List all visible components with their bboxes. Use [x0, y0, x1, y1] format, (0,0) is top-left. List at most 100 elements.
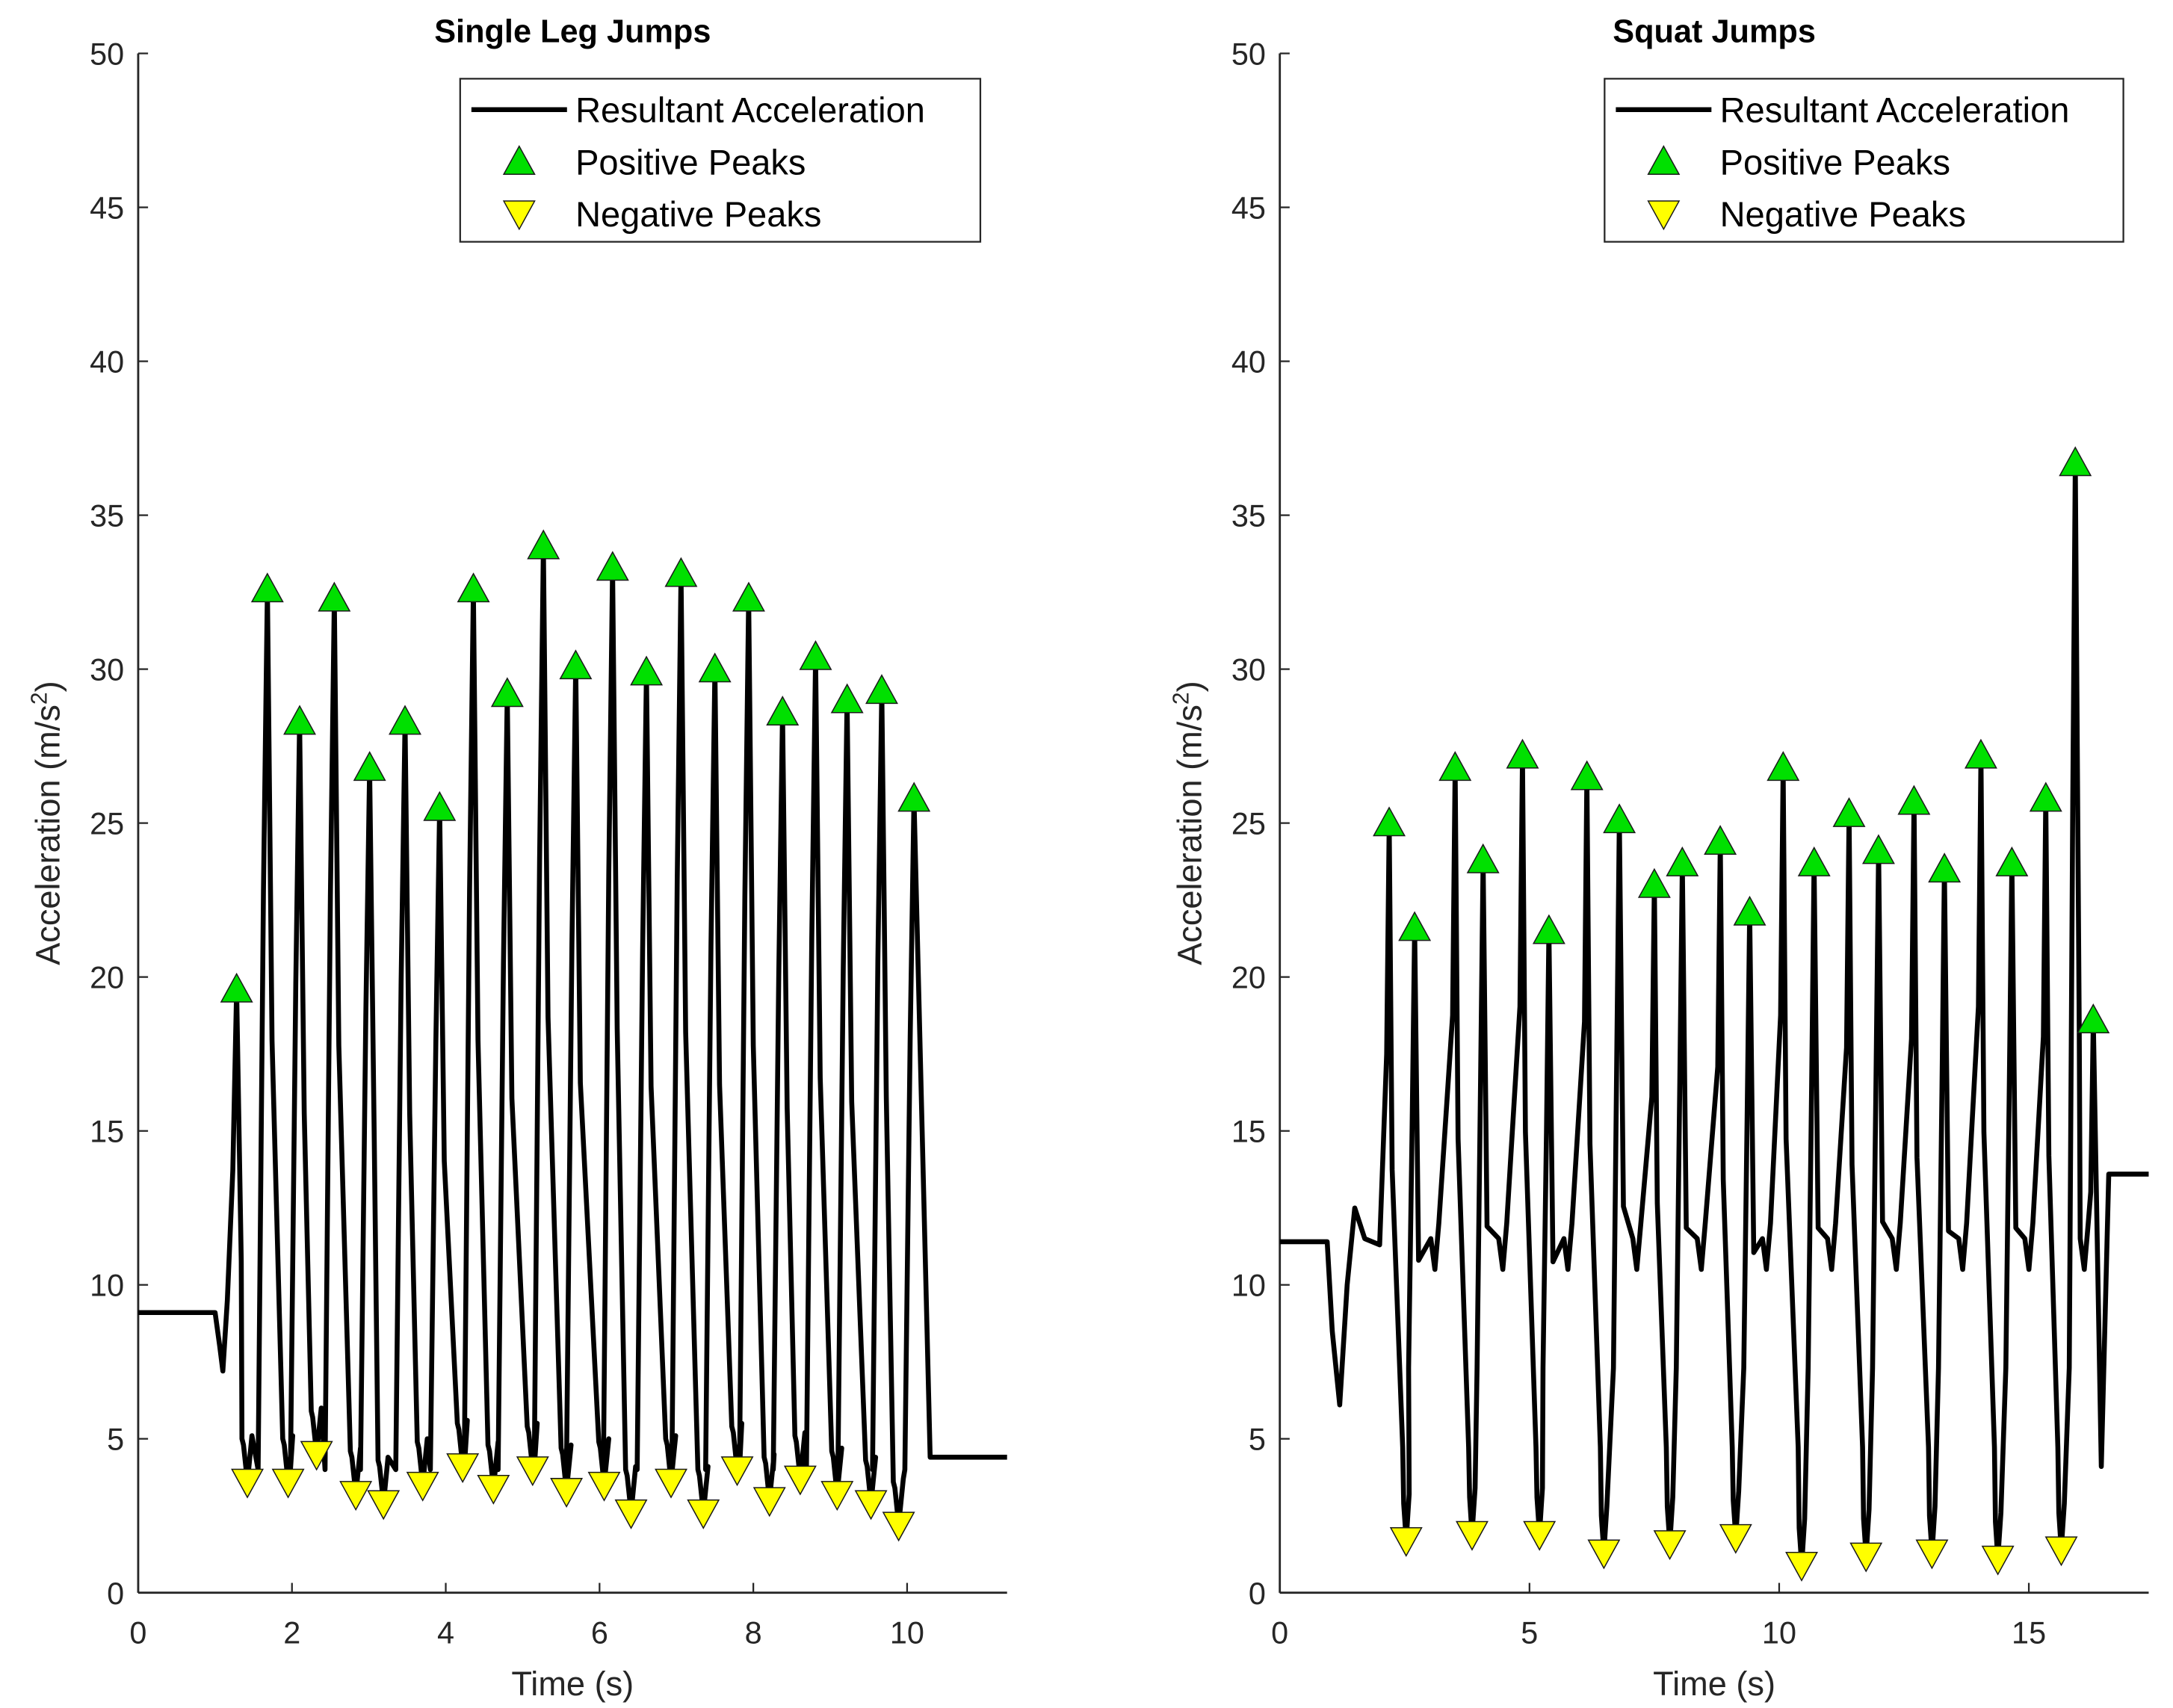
positive-peak-marker [389, 705, 421, 735]
negative-peak-marker [516, 1456, 549, 1487]
positive-peak-marker [766, 696, 800, 725]
y-axis-label-sup: 2 [1169, 692, 1193, 705]
negative-peak-marker [1456, 1520, 1489, 1551]
negative-peak-marker [752, 1487, 786, 1517]
legend-negative-swatch [1647, 200, 1681, 231]
legend-negative-swatch [502, 200, 536, 231]
legend-entry-label: Positive Peaks [1720, 142, 1950, 182]
negative-peak-marker [1653, 1530, 1687, 1561]
legend-entry-label: Resultant Acceleration [575, 90, 925, 130]
positive-peak-marker [250, 572, 284, 603]
positive-peak-marker [2077, 1003, 2110, 1034]
positive-peak-marker [1861, 834, 1895, 864]
positive-peak-marker [1995, 846, 2029, 876]
positive-peak-marker [423, 790, 457, 821]
legend-entry-label: Positive Peaks [575, 142, 806, 182]
y-tick-label: 25 [1231, 807, 1266, 841]
negative-peak-marker [339, 1481, 373, 1511]
positive-peak-marker [1897, 785, 1931, 815]
positive-peak-marker [1637, 867, 1671, 898]
negative-peak-marker [1587, 1539, 1621, 1570]
positive-peak-marker [559, 649, 593, 680]
y-axis-label: Acceleration (m/s2) [28, 681, 67, 965]
positive-peak-marker [732, 581, 765, 612]
x-axis-label: Time (s) [511, 1665, 634, 1703]
y-tick-label: 10 [1231, 1269, 1266, 1303]
legend: Resultant Acceleration Positive Peaks Nega… [1604, 78, 2124, 243]
y-axis-label-main: Acceleration (m/s [1170, 705, 1208, 965]
y-tick-label: 50 [1231, 37, 1266, 72]
x-tick-label: 0 [129, 1615, 146, 1650]
y-tick-label: 0 [1249, 1577, 1266, 1611]
x-tick-label: 10 [1762, 1615, 1796, 1650]
y-axis-label-end: ) [29, 681, 67, 692]
positive-peak-marker [1733, 895, 1766, 926]
negative-peak-marker [300, 1441, 333, 1471]
x-tick-label: 8 [745, 1615, 762, 1650]
positive-peak-marker [664, 557, 698, 587]
positive-peak-marker [1832, 796, 1866, 827]
positive-peak-marker [596, 551, 629, 581]
positive-peak-marker [1704, 825, 1737, 855]
legend-box [1604, 78, 2124, 243]
negative-peak-marker [1849, 1542, 1883, 1573]
y-tick-label: 25 [90, 807, 124, 841]
y-tick-label: 10 [90, 1269, 124, 1303]
chart-title: Single Leg Jumps [434, 13, 711, 49]
positive-peak-marker [1532, 914, 1565, 944]
negative-peak-marker [614, 1499, 648, 1529]
legend-positive-swatch [1647, 145, 1681, 176]
negative-peak-marker [1981, 1545, 2015, 1576]
x-tick-label: 4 [437, 1615, 454, 1650]
negative-peak-marker [2044, 1536, 2078, 1567]
series-line-resultant-acceleration [1279, 460, 2149, 1568]
x-axis-label: Time (s) [1653, 1665, 1775, 1703]
positive-peak-marker [1506, 738, 1539, 769]
x-tick-label: 0 [1271, 1615, 1288, 1650]
x-tick-label: 2 [283, 1615, 300, 1650]
y-tick-label: 15 [90, 1115, 124, 1149]
positive-peak-marker [1438, 751, 1472, 782]
y-tick-label: 5 [1249, 1423, 1266, 1457]
y-tick-label: 50 [90, 37, 124, 72]
legend-entry-label: Negative Peaks [575, 194, 821, 234]
negative-peak-marker [882, 1511, 915, 1542]
legend-positive-swatch [502, 145, 536, 176]
positive-peak-marker [897, 782, 931, 812]
chart-panel-1: 0 5 10 15 20 25 30 35 40 45 50 0 2 4 6 8 10 Single Leg Ju… [28, 13, 1007, 1703]
positive-peak-marker [1466, 843, 1500, 873]
legend-entry-label: Resultant Acceleration [1720, 90, 2070, 130]
legend: Resultant Acceleration Positive Peaks Nega… [459, 78, 982, 243]
negative-peak-marker [477, 1474, 510, 1505]
negative-peak-marker [587, 1471, 621, 1502]
negative-peak-marker [854, 1490, 888, 1520]
negative-peak-marker [655, 1468, 687, 1499]
y-tick-label: 0 [107, 1577, 124, 1611]
positive-peak-marker [220, 972, 253, 1003]
y-tick-label: 45 [1231, 191, 1266, 226]
negative-peak-marker [720, 1456, 754, 1487]
positive-peak-marker [1570, 760, 1604, 790]
x-tick-label: 6 [591, 1615, 608, 1650]
legend-box [459, 78, 982, 243]
negative-peak-marker [367, 1490, 401, 1520]
positive-peak-marker [865, 674, 898, 705]
positive-peak-marker [2029, 782, 2062, 812]
x-tick-label: 15 [2012, 1615, 2046, 1650]
negative-peak-marker [783, 1465, 817, 1496]
positive-peak-marker [1666, 846, 1699, 876]
chart-title: Squat Jumps [1613, 13, 1816, 49]
negative-peak-marker [271, 1468, 305, 1499]
y-tick-label: 35 [1231, 499, 1266, 533]
positive-peak-marker [1603, 803, 1636, 834]
x-tick-label: 10 [890, 1615, 924, 1650]
negative-peak-marker [231, 1468, 265, 1499]
positive-peak-marker [830, 683, 864, 714]
positive-peak-marker [698, 652, 732, 683]
y-axis-label: Acceleration (m/s2) [1169, 681, 1208, 965]
positive-peak-marker [1964, 738, 1997, 769]
y-axis-label-end: ) [1170, 681, 1208, 692]
negative-peak-marker [1785, 1551, 1818, 1582]
positive-peak-marker [490, 677, 524, 708]
